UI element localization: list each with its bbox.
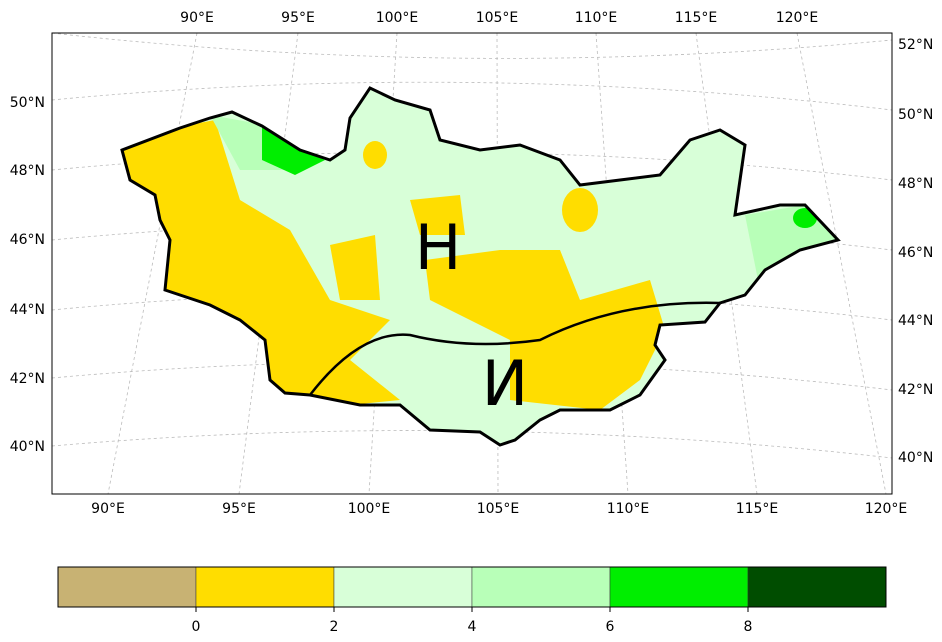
lon-label: 105°E (477, 501, 520, 517)
lon-label: 90°E (91, 501, 125, 517)
zone-boundary (309, 301, 721, 396)
colorbar-segment (57, 566, 197, 608)
region-fill (330, 235, 380, 300)
grid-line (51, 81, 893, 111)
grid-line (51, 291, 893, 321)
lon-label: 115°E (675, 10, 718, 26)
lon-label: 120°E (776, 10, 819, 26)
lat-label: 44°N (10, 302, 45, 318)
lon-label: 115°E (736, 501, 779, 517)
lon-label: 90°E (180, 10, 214, 26)
lat-label: 44°N (898, 313, 933, 329)
colorbar-segment (333, 566, 473, 608)
map-frame (51, 32, 893, 495)
annotation: Н (415, 211, 462, 284)
lon-label: 100°E (376, 10, 419, 26)
colorbar-tick-label: 4 (468, 619, 477, 635)
region-fill (262, 126, 325, 175)
colorbar-segment (609, 566, 749, 608)
region-fill (410, 195, 465, 235)
region-fill (562, 188, 598, 232)
lat-label: 42°N (898, 382, 933, 398)
lon-label: 120°E (865, 501, 908, 517)
lat-label: 50°N (10, 95, 45, 111)
lat-label: 48°N (898, 176, 933, 192)
lon-label: 110°E (607, 501, 650, 517)
grid-line (51, 430, 893, 459)
lat-label: 52°N (898, 37, 933, 53)
lat-label: 48°N (10, 163, 45, 179)
region-fill (122, 120, 400, 410)
lon-label: 110°E (575, 10, 618, 26)
lat-label: 42°N (10, 371, 45, 387)
grid-line (796, 32, 887, 495)
grid-line (51, 361, 893, 391)
colorbar-segment (195, 566, 335, 608)
colorbar-tick-label: 2 (330, 619, 339, 635)
grid-line (595, 32, 629, 495)
colorbar-segment (747, 566, 887, 608)
colorbar-tick-label: 8 (744, 619, 753, 635)
lon-label: 105°E (476, 10, 519, 26)
country-border (120, 86, 841, 447)
country (120, 86, 841, 447)
lat-label: 40°N (898, 450, 933, 466)
grid-line (51, 32, 893, 59)
lat-label: 40°N (10, 439, 45, 455)
lat-label: 50°N (898, 107, 933, 123)
lon-label: 100°E (348, 501, 391, 517)
colorbar-tick-label: 0 (192, 619, 201, 635)
region-fill (363, 141, 387, 169)
lon-label: 95°E (222, 501, 256, 517)
region-fill (793, 208, 817, 228)
colorbar-tick-label: 6 (606, 619, 615, 635)
lat-label: 46°N (10, 232, 45, 248)
colorbar-segment (471, 566, 611, 608)
annotation: И (482, 347, 528, 420)
lat-label: 46°N (898, 245, 933, 261)
region-fill (425, 250, 665, 410)
grid-line (107, 32, 198, 495)
lon-label: 95°E (281, 10, 315, 26)
